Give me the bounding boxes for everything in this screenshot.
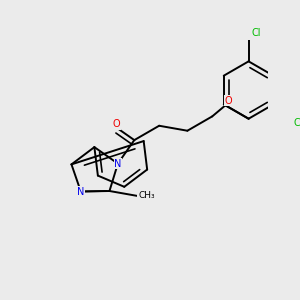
Text: O: O	[224, 96, 232, 106]
Text: N: N	[77, 187, 85, 196]
Text: N: N	[114, 159, 122, 169]
Text: CH₃: CH₃	[138, 190, 154, 200]
Text: O: O	[113, 119, 121, 129]
Text: Cl: Cl	[251, 28, 261, 38]
Text: Cl: Cl	[294, 118, 300, 128]
